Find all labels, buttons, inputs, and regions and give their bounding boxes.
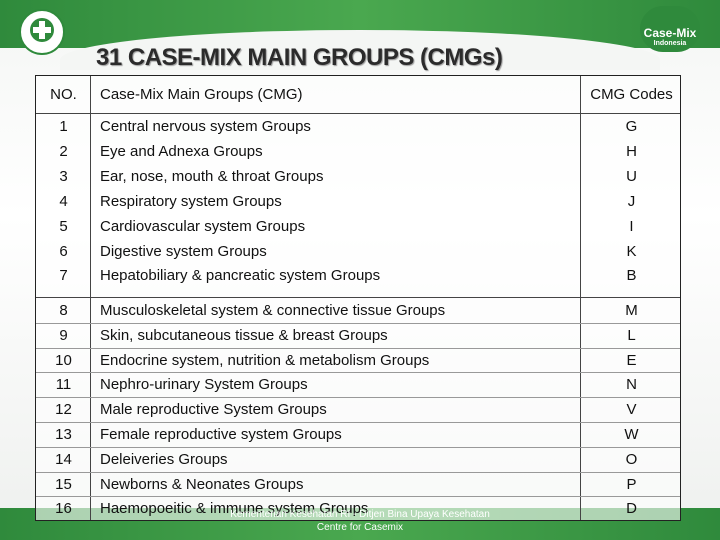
column-header: CMG Codes	[590, 86, 673, 103]
row-number: 7	[59, 267, 68, 285]
cmg-code: O	[625, 450, 638, 468]
cmg-code: V	[626, 401, 637, 419]
cmg-code: W	[624, 426, 639, 443]
row-number: 11	[55, 376, 72, 394]
group-name: Ear, nose, mouth & throat Groups	[100, 167, 324, 185]
group-name: Central nervous system Groups	[100, 118, 311, 135]
row-number: 2	[59, 142, 68, 160]
cmg-code: B	[626, 267, 637, 285]
column-header: NO.	[50, 86, 77, 103]
group-name: Male reproductive System Groups	[100, 401, 327, 419]
row-number: 6	[59, 242, 68, 260]
row-divider	[36, 422, 680, 423]
cmg-code: G	[625, 118, 638, 135]
row-number: 16	[55, 500, 72, 518]
cmg-code: P	[626, 475, 637, 493]
table: NO. Case-Mix Main Groups (CMG) CMG Codes 1 C…	[35, 75, 681, 521]
group-name: Newborns & Neonates Groups	[100, 475, 304, 493]
right-logo: Case-Mix Indonesia	[640, 6, 700, 52]
column-header: Case-Mix Main Groups (CMG)	[100, 86, 303, 103]
cmg-code: J	[627, 192, 636, 210]
cmg-code: U	[626, 167, 637, 185]
row-number: 10	[55, 351, 72, 369]
row-number: 9	[59, 326, 68, 344]
group-name: Deleiveries Groups	[100, 450, 228, 468]
cmg-code: L	[627, 326, 636, 344]
group-name: Skin, subcutaneous tissue & breast Group…	[100, 326, 388, 344]
group-name: Haemopoeitic & immune system Groups	[100, 500, 369, 518]
column-divider	[90, 76, 91, 520]
row-number: 3	[59, 167, 68, 185]
group-name: Digestive system Groups	[100, 242, 267, 260]
column-divider	[580, 76, 581, 520]
row-divider	[36, 113, 680, 114]
cmg-code: D	[626, 500, 637, 518]
row-number: 4	[59, 192, 68, 210]
slide-title: 31 CASE-MIX MAIN GROUPS (CMGs)	[96, 44, 503, 71]
row-number: 15	[55, 475, 72, 493]
row-divider	[36, 471, 680, 473]
cmg-code: M	[625, 302, 638, 319]
cmg-code: E	[626, 351, 637, 369]
footer-line: Centre for Casemix	[316, 522, 404, 533]
row-number: 14	[55, 450, 72, 468]
group-name: Nephro-urinary System Groups	[100, 376, 308, 394]
group-name: Hepatobiliary & pancreatic system Groups	[100, 267, 381, 285]
row-divider	[36, 496, 680, 498]
row-divider	[36, 372, 680, 374]
logo-name: Case-Mix	[643, 26, 697, 40]
row-divider	[36, 322, 680, 324]
cmg-code: K	[626, 242, 637, 260]
cmg-code: H	[626, 142, 637, 160]
row-number: 12	[55, 401, 72, 419]
group-divider	[36, 297, 680, 298]
cmg-code: N	[626, 376, 637, 394]
row-divider	[36, 347, 680, 349]
left-logo	[19, 9, 65, 55]
cmg-code: I	[629, 217, 634, 235]
top-curve	[60, 30, 660, 70]
group-name: Respiratory system Groups	[100, 192, 282, 210]
footer-line: Kementerian Kesehatan RI - Ditjen Bina U…	[230, 509, 490, 520]
row-divider	[36, 446, 680, 448]
group-name: Musculoskeletal system & connective tiss…	[100, 302, 446, 319]
row-number: 13	[55, 426, 72, 443]
group-name: Female reproductive system Groups	[100, 426, 342, 443]
row-number: 5	[59, 217, 68, 235]
row-divider	[36, 397, 680, 399]
group-name: Endocrine system, nutrition & metabolism…	[100, 351, 430, 369]
group-name: Eye and Adnexa Groups	[100, 142, 263, 160]
row-number: 1	[59, 118, 68, 135]
row-number: 8	[59, 302, 68, 319]
logo-country: Indonesia	[653, 40, 687, 47]
group-name: Cardiovascular system Groups	[100, 217, 306, 235]
